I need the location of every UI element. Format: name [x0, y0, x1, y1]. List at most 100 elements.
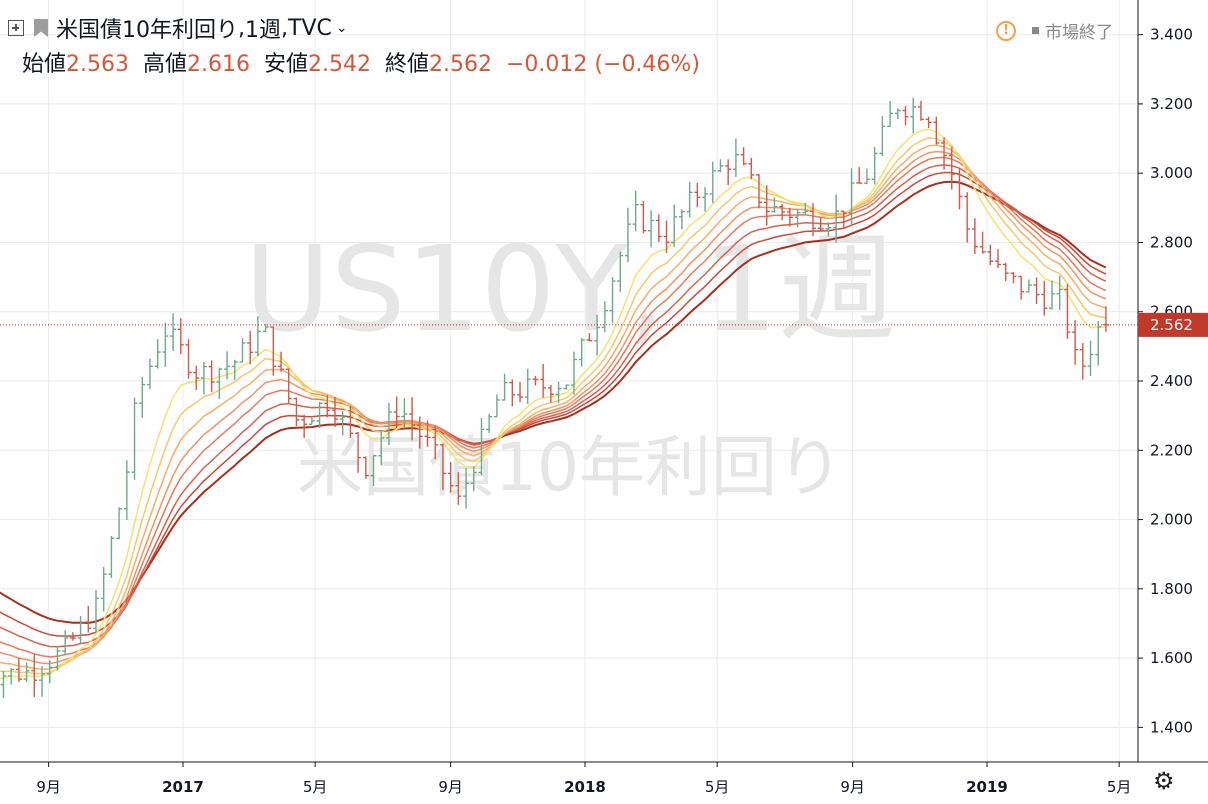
ohlc-bar — [270, 326, 277, 376]
ohlc-bar — [378, 431, 385, 466]
ohlc-bar — [85, 605, 92, 633]
symbol-sep-2: , — [281, 15, 288, 41]
low-value: 2.542 — [308, 52, 371, 77]
ohlc-bar — [740, 147, 747, 166]
warning-icon[interactable]: ! — [996, 20, 1016, 41]
ohlc-bar — [177, 318, 184, 355]
ohlc-bar — [948, 146, 955, 190]
high-label: 高値 — [143, 52, 188, 77]
ohlc-bar — [987, 244, 994, 266]
ohlc-bar — [447, 462, 454, 493]
ohlc-bar — [15, 657, 22, 682]
ohlc-bar — [393, 396, 400, 428]
ohlc-bar — [493, 394, 500, 418]
ohlc-bar — [779, 203, 786, 221]
ohlc-bar — [62, 630, 69, 656]
y-tick-label: 3.000 — [1150, 164, 1193, 182]
y-tick-label: 1.600 — [1150, 649, 1193, 667]
market-status[interactable]: ! 市場終了 — [996, 18, 1113, 43]
ohlc-bar — [409, 397, 416, 441]
ohlc-bar — [848, 168, 855, 227]
ohlc-bar — [146, 358, 153, 390]
x-tick-label: 5月 — [1107, 778, 1132, 796]
ohlc-bar — [648, 210, 655, 248]
ohlc-bar — [455, 472, 462, 505]
chevron-down-icon[interactable]: ⌄ — [335, 20, 348, 36]
x-tick-label: 5月 — [303, 778, 328, 796]
ohlc-bar — [1102, 306, 1109, 332]
ohlc-bar — [732, 138, 739, 177]
ohlc-bar — [362, 456, 369, 479]
y-tick-label: 1.800 — [1150, 580, 1193, 598]
ohlc-bar — [231, 359, 238, 381]
ohlc-bar — [193, 365, 200, 390]
symbol-name[interactable]: 米国債10年利回り — [56, 18, 238, 43]
ohlc-bar — [979, 231, 986, 254]
ohlc-bar — [347, 406, 354, 438]
close-label: 終値 — [385, 52, 430, 77]
ohlc-bar — [694, 182, 701, 208]
ohlc-bar — [139, 376, 146, 418]
ohlc-bar — [439, 443, 446, 491]
flag-icon[interactable] — [34, 19, 48, 37]
low-label: 安値 — [264, 52, 309, 77]
add-symbol-icon[interactable] — [8, 20, 24, 36]
x-tick-label: 2018 — [564, 778, 606, 796]
ohlc-bar — [8, 668, 15, 685]
ohlc-bar — [463, 467, 470, 509]
ma-line — [0, 150, 1107, 665]
ohlc-bar — [925, 116, 932, 129]
ohlc-bar — [385, 402, 392, 446]
ohlc-bar — [154, 339, 161, 369]
ohlc-bar — [817, 217, 824, 231]
symbol-source[interactable]: TVC — [288, 15, 332, 41]
ohlc-bar — [216, 367, 223, 400]
ohlc-bar — [702, 187, 709, 212]
ma-line — [0, 137, 1107, 675]
ohlc-bar — [416, 416, 423, 449]
ohlc-bar — [717, 159, 724, 173]
symbol-interval[interactable]: 1週 — [245, 18, 281, 43]
ohlc-bar — [532, 376, 539, 386]
ma-line — [0, 164, 1107, 648]
ohlc-bar — [632, 190, 639, 232]
ohlc-bar — [601, 301, 608, 333]
ohlc-bar — [224, 351, 231, 380]
ohlc-bar — [686, 181, 693, 218]
ohlc-bar — [555, 381, 562, 404]
ohlc-bar — [917, 100, 924, 121]
ohlc-bar — [771, 197, 778, 213]
ohlc-bar — [964, 192, 971, 243]
ohlc-bar — [308, 418, 315, 425]
x-tick-label: 2017 — [162, 778, 204, 796]
x-tick-label: 9月 — [36, 778, 61, 796]
ohlc-bar — [879, 115, 886, 156]
chart-header: 米国債10年利回り, 1週, TVC ⌄ 始値2.563 高値2.616 安値2.54… — [0, 0, 1140, 80]
y-tick-label: 2.200 — [1150, 441, 1193, 459]
ohlc-bar — [547, 385, 554, 403]
ohlc-bar — [424, 420, 431, 447]
ohlc-bar — [825, 222, 832, 237]
high-value: 2.616 — [187, 52, 250, 77]
ohlc-bar — [31, 654, 38, 697]
ohlc-bar — [262, 324, 269, 333]
ohlc-bar — [609, 277, 616, 324]
x-tick-label: 5月 — [705, 778, 730, 796]
ohlc-bar — [170, 313, 177, 351]
y-tick-label: 2.800 — [1150, 233, 1193, 251]
ohlc-bar — [331, 397, 338, 427]
gear-icon[interactable]: ⚙ — [1153, 767, 1175, 795]
x-tick-label: 2019 — [966, 778, 1008, 796]
ohlc-bar — [470, 466, 477, 492]
ohlc-bar — [671, 204, 678, 248]
ohlc-bar — [563, 384, 570, 390]
ohlc-bar — [432, 426, 439, 460]
ohlc-bar — [185, 339, 192, 379]
change-percent: (−0.46%) — [594, 52, 700, 77]
ohlc-bar — [92, 590, 99, 633]
ohlc-bar — [894, 108, 901, 120]
symbol-row[interactable]: 米国債10年利回り, 1週, TVC ⌄ — [8, 12, 348, 44]
ohlc-bar — [1041, 280, 1048, 316]
